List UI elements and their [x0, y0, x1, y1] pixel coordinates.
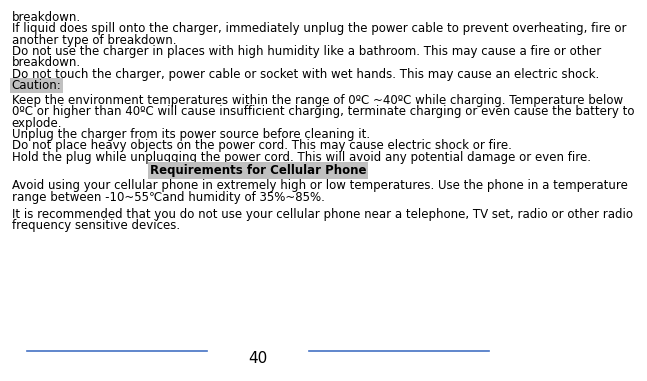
Text: Unplug the charger from its power source before cleaning it.: Unplug the charger from its power source…: [12, 128, 370, 141]
Text: frequency sensitive devices.: frequency sensitive devices.: [12, 219, 180, 232]
Text: Do not place heavy objects on the power cord. This may cause electric shock or f: Do not place heavy objects on the power …: [12, 139, 512, 152]
Text: breakdown.: breakdown.: [12, 11, 81, 24]
Text: 40: 40: [248, 351, 268, 366]
Text: Keep the environment temperatures within the range of 0ºC ~40ºC while charging. : Keep the environment temperatures within…: [12, 94, 623, 107]
Text: Hold the plug while unplugging the power cord. This will avoid any potential dam: Hold the plug while unplugging the power…: [12, 151, 591, 164]
Text: Requirements for Cellular Phone: Requirements for Cellular Phone: [149, 164, 366, 177]
Text: Do not use the charger in places with high humidity like a bathroom. This may ca: Do not use the charger in places with hi…: [12, 45, 601, 58]
Text: 0ºC or higher than 40ºC will cause insufficient charging, terminate charging or : 0ºC or higher than 40ºC will cause insuf…: [12, 106, 634, 118]
Text: If liquid does spill onto the charger, immediately unplug the power cable to pre: If liquid does spill onto the charger, i…: [12, 22, 626, 35]
Text: breakdown.: breakdown.: [12, 56, 81, 69]
Text: explode.: explode.: [12, 117, 62, 130]
Text: range between -10~55℃and humidity of 35%~85%.: range between -10~55℃and humidity of 35%…: [12, 190, 325, 203]
Text: another type of breakdown.: another type of breakdown.: [12, 34, 176, 46]
Text: Avoid using your cellular phone in extremely high or low temperatures. Use the p: Avoid using your cellular phone in extre…: [12, 179, 628, 192]
Text: Caution:: Caution:: [12, 79, 61, 92]
Text: Do not touch the charger, power cable or socket with wet hands. This may cause a: Do not touch the charger, power cable or…: [12, 67, 599, 80]
Text: It is recommended that you do not use your cellular phone near a telephone, TV s: It is recommended that you do not use yo…: [12, 208, 633, 221]
